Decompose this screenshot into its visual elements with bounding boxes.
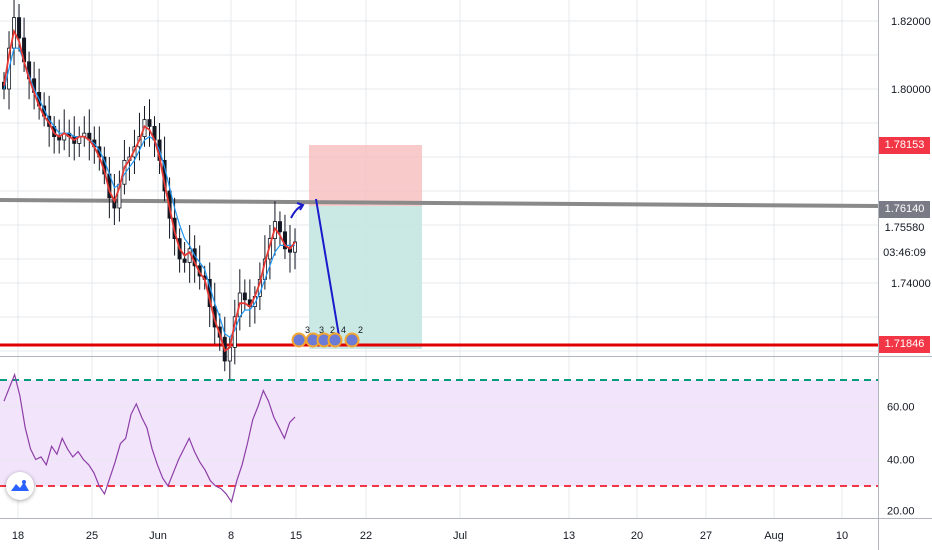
- time-tick-label: 8: [228, 530, 234, 542]
- candle-body: [227, 346, 232, 362]
- candle-body: [277, 221, 282, 233]
- time-tick-label: 22: [360, 530, 372, 542]
- event-marker: 2: [344, 325, 363, 348]
- candle-body: [147, 119, 152, 127]
- price-tick-label: 1.74000: [891, 278, 931, 290]
- price-tick-label: 1.82000: [891, 16, 931, 28]
- price-tag-stop-level: 1.78153: [879, 137, 930, 154]
- time-tick-label: 15: [290, 530, 302, 542]
- time-tick-label: 25: [86, 530, 98, 542]
- rsi-band-fill: [0, 380, 878, 486]
- event-marker-ring: [344, 332, 360, 348]
- time-tick-label: 27: [700, 530, 712, 542]
- time-tick-label: 20: [631, 530, 643, 542]
- event-marker-count: 3: [305, 325, 310, 335]
- ema-slow-line: [3, 47, 295, 339]
- price-tag-support-level: 1.71846: [879, 336, 930, 353]
- event-marker-ring: [327, 332, 343, 348]
- tradingview-logo-icon[interactable]: [6, 472, 34, 500]
- time-tick-label: Jun: [149, 530, 167, 542]
- candle-body: [182, 258, 187, 263]
- main-pane: [0, 0, 878, 355]
- time-tick-label: 18: [12, 530, 24, 542]
- price-tick-label: 1.80000: [891, 84, 931, 96]
- countdown-timer: 03:46:09: [883, 247, 926, 259]
- rsi-line: [3, 372, 296, 504]
- stop-loss-zone: [309, 145, 422, 206]
- time-tick-label: 13: [563, 530, 575, 542]
- event-marker-count: 2: [358, 325, 363, 335]
- candle-body: [17, 17, 22, 39]
- take-profit-zone: [309, 206, 422, 349]
- time-tick-label: 10: [836, 530, 848, 542]
- price-tag-resistance-level: 1.76140: [879, 201, 930, 218]
- event-marker-ring: [291, 332, 307, 348]
- event-marker-count: 3: [319, 325, 324, 335]
- rsi-tick-label: 40.00: [887, 455, 915, 467]
- projection-arrow-down: [315, 198, 340, 337]
- ema-fast-line: [3, 28, 296, 353]
- time-tick-label: Jul: [453, 530, 467, 542]
- candle-body: [242, 292, 247, 301]
- price-tag-last-price: 1.75580: [884, 222, 925, 234]
- event-marker-count: 2: [330, 325, 335, 335]
- rsi-tick-label: 20.00: [887, 506, 915, 518]
- projection-arrowhead: [296, 202, 305, 211]
- time-tick-label: Aug: [764, 530, 784, 542]
- resistance-line: [0, 198, 879, 208]
- event-marker: 4: [327, 325, 346, 348]
- event-marker-count: 4: [341, 325, 346, 335]
- rsi-tick-label: 60.00: [887, 402, 915, 414]
